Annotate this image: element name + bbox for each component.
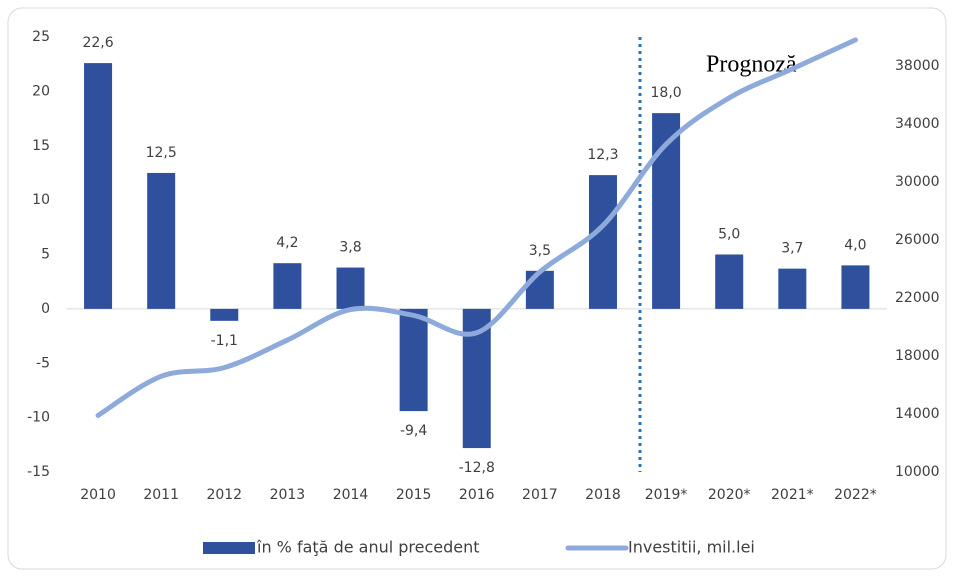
bar bbox=[84, 63, 113, 309]
y2-tick-label: 18000 bbox=[895, 348, 940, 364]
bar bbox=[525, 270, 554, 309]
x-tick-label: 2011 bbox=[143, 487, 179, 503]
data-label: 5,0 bbox=[718, 227, 740, 243]
data-label: 4,0 bbox=[844, 237, 866, 253]
bar bbox=[147, 172, 176, 309]
x-tick-label: 2020* bbox=[708, 487, 751, 503]
data-label: 3,7 bbox=[781, 241, 803, 257]
y2-tick-label: 14000 bbox=[895, 406, 940, 422]
bar bbox=[841, 265, 870, 309]
y-tick-label: -15 bbox=[27, 464, 50, 480]
bar bbox=[273, 263, 302, 309]
x-tick-label: 2013 bbox=[270, 487, 306, 503]
bar bbox=[210, 308, 239, 321]
x-tick-label: 2014 bbox=[333, 487, 369, 503]
legend-label: Investitii, mil.lei bbox=[628, 538, 755, 557]
x-tick-label: 2012 bbox=[206, 487, 242, 503]
data-label: 4,2 bbox=[276, 235, 298, 251]
data-label: 12,5 bbox=[146, 145, 177, 161]
x-tick-label: 2010 bbox=[80, 487, 116, 503]
bar bbox=[336, 267, 365, 309]
data-label: -1,1 bbox=[211, 333, 238, 349]
legend-swatch bbox=[203, 542, 255, 554]
data-label: 3,8 bbox=[339, 240, 361, 256]
x-tick-label: 2016 bbox=[459, 487, 495, 503]
chart-frame bbox=[7, 7, 947, 570]
bar bbox=[399, 308, 428, 412]
legend-label: în % faţă de anul precedent bbox=[256, 538, 480, 557]
data-label: -9,4 bbox=[400, 423, 427, 439]
y-tick-label: 20 bbox=[32, 83, 50, 99]
bar bbox=[778, 268, 807, 309]
y-tick-label: -10 bbox=[27, 410, 50, 426]
data-label: 22,6 bbox=[82, 35, 113, 51]
data-label: 3,5 bbox=[529, 243, 551, 259]
bar bbox=[588, 175, 617, 309]
x-tick-label: 2021* bbox=[771, 487, 814, 503]
y-tick-label: 10 bbox=[32, 192, 50, 208]
y2-tick-label: 22000 bbox=[895, 290, 940, 306]
y2-tick-label: 26000 bbox=[895, 232, 940, 248]
x-tick-label: 2017 bbox=[522, 487, 558, 503]
y-tick-label: 25 bbox=[32, 29, 50, 45]
x-tick-label: 2015 bbox=[396, 487, 432, 503]
x-tick-label: 2019* bbox=[645, 487, 688, 503]
data-label: 12,3 bbox=[587, 147, 618, 163]
y2-tick-label: 30000 bbox=[895, 174, 940, 190]
y2-tick-label: 10000 bbox=[895, 464, 940, 480]
bar bbox=[715, 254, 744, 309]
y2-tick-label: 34000 bbox=[895, 116, 940, 132]
y-tick-label: 15 bbox=[32, 138, 50, 154]
data-label: 18,0 bbox=[651, 85, 682, 101]
x-tick-label: 2022* bbox=[834, 487, 877, 503]
data-label: -12,8 bbox=[459, 460, 495, 476]
line bbox=[95, 37, 858, 418]
y2-tick-label: 38000 bbox=[895, 58, 940, 74]
y-tick-label: 5 bbox=[41, 247, 50, 263]
y-tick-label: 0 bbox=[41, 301, 50, 317]
x-tick-label: 2018 bbox=[585, 487, 621, 503]
y-tick-label: -5 bbox=[36, 355, 50, 371]
